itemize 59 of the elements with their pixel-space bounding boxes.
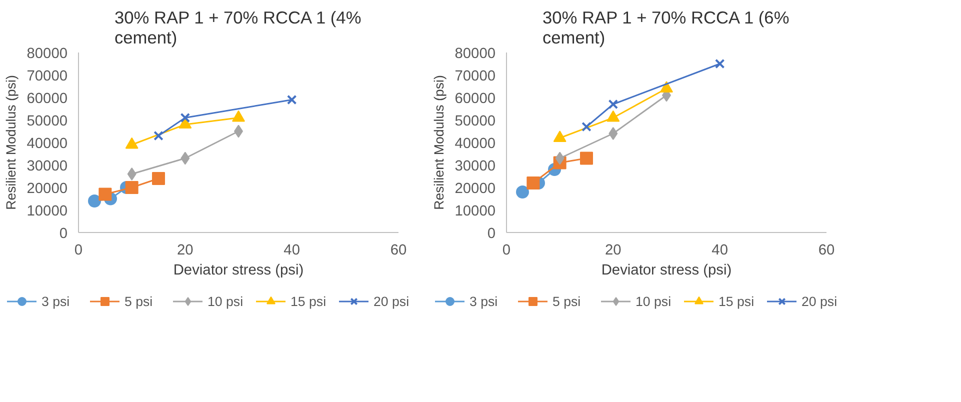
legend-label: 10 psi: [207, 294, 244, 308]
x-tick-label: 40: [284, 242, 300, 258]
point: [608, 127, 618, 140]
point: [152, 172, 165, 185]
y-tick-label: 70000: [454, 68, 496, 84]
chart-title: 30% RAP 1 + 70% RCCA 1 (4% cement): [114, 8, 362, 48]
point: [555, 152, 564, 165]
point: [608, 99, 618, 110]
x-tick-label: 0: [74, 242, 83, 258]
y-tick-label: 80000: [454, 46, 496, 62]
y-tick-label: 40000: [26, 136, 68, 152]
legend-label: 3 psi: [41, 294, 71, 308]
legend-label: 20 psi: [373, 294, 410, 308]
chart-title: 30% RAP 1 + 70% RCCA 1 (6% cement): [542, 8, 790, 48]
y-tick-label: 30000: [454, 158, 496, 174]
y-tick-label: 50000: [26, 114, 68, 130]
point: [714, 58, 725, 69]
y-tick-label: 20000: [454, 181, 496, 197]
x-tick-label: 60: [818, 242, 835, 258]
legend-label: 3 psi: [469, 294, 499, 308]
y-tick-label: 10000: [454, 204, 496, 220]
x-tick-label: 40: [712, 242, 728, 258]
y-axis-title: Resilient Modulus (psi): [4, 75, 19, 210]
point: [125, 181, 138, 194]
y-tick-label: 0: [487, 226, 496, 242]
legend-label: 15 psi: [718, 294, 756, 308]
y-tick-label: 60000: [454, 91, 496, 107]
point: [127, 168, 136, 180]
point: [180, 152, 190, 165]
point: [526, 176, 540, 190]
point: [580, 152, 593, 165]
x-tick-label: 0: [502, 242, 511, 258]
x-tick-label: 60: [390, 242, 407, 258]
y-tick-label: 50000: [454, 114, 496, 130]
y-tick-label: 10000: [26, 204, 68, 220]
legend-label: 20 psi: [801, 294, 838, 308]
legend-label: 5 psi: [552, 294, 582, 308]
point: [98, 188, 112, 201]
y-tick-label: 30000: [26, 158, 68, 174]
point: [582, 122, 592, 132]
y-tick-label: 60000: [26, 91, 68, 107]
point: [516, 186, 529, 198]
point: [88, 194, 101, 208]
x-tick-label: 20: [177, 242, 194, 258]
x-axis-title: Deviator stress (psi): [173, 262, 304, 278]
y-tick-label: 80000: [26, 46, 68, 62]
x-tick-label: 20: [605, 242, 622, 258]
y-tick-label: 20000: [26, 181, 68, 197]
x-axis-title: Deviator stress (psi): [601, 262, 732, 278]
point: [154, 130, 164, 141]
y-tick-label: 70000: [26, 68, 68, 84]
y-axis-title: Resilient Modulus (psi): [432, 75, 447, 210]
legend-label: 15 psi: [290, 294, 328, 308]
legend-label: 10 psi: [635, 294, 672, 308]
y-tick-label: 0: [59, 226, 68, 242]
point: [180, 112, 190, 123]
y-tick-label: 40000: [454, 136, 496, 152]
legend-label: 5 psi: [124, 294, 154, 308]
point: [286, 94, 297, 105]
